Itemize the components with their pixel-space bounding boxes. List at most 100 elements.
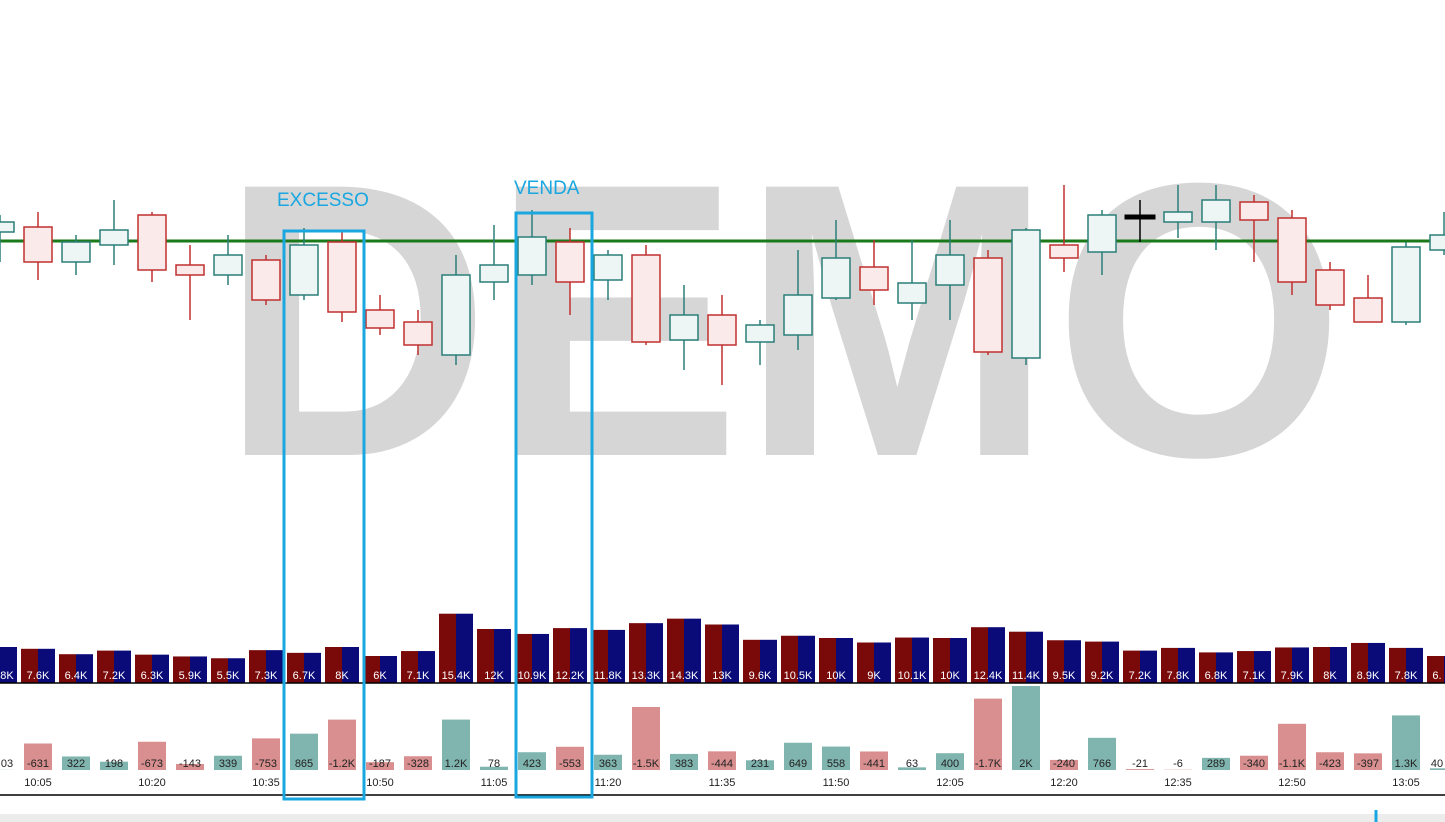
volume-label: 5.5K xyxy=(217,670,240,682)
volume-label: 5.9K xyxy=(179,670,202,682)
volume-bar xyxy=(1368,642,1385,683)
delta-label: -240 xyxy=(1053,758,1075,770)
delta-label: 40 xyxy=(1431,758,1443,770)
volume-bar xyxy=(1313,647,1330,683)
volume-bar xyxy=(1389,647,1406,683)
candle-body xyxy=(289,244,319,296)
delta-label: 231 xyxy=(751,758,769,770)
volume-bar xyxy=(722,624,739,683)
volume-bar xyxy=(667,618,684,683)
volume-bar xyxy=(1237,651,1254,683)
delta-label: 198 xyxy=(105,758,123,770)
delta-bar xyxy=(898,767,926,770)
annotation: VENDA xyxy=(514,178,580,199)
delta-label: -441 xyxy=(863,758,885,770)
candle-body xyxy=(1124,214,1156,220)
scrollbar[interactable] xyxy=(0,814,1445,822)
delta-bar xyxy=(214,755,242,770)
x-tick-label: 13:05 xyxy=(1392,777,1420,789)
candle-body xyxy=(669,314,699,341)
volume-bar xyxy=(97,650,114,683)
volume-bar xyxy=(743,639,760,683)
delta-label: -143 xyxy=(179,758,201,770)
volume-bar xyxy=(1292,647,1309,683)
delta-bar xyxy=(708,751,736,770)
delta-label: 400 xyxy=(941,758,959,770)
delta-label: -1.7K xyxy=(975,758,1002,770)
delta-bar xyxy=(670,753,698,770)
delta-label: 63 xyxy=(906,758,918,770)
volume-bar xyxy=(190,656,207,683)
candle-body xyxy=(1315,269,1345,306)
volume-bar xyxy=(608,629,625,683)
volume-bar xyxy=(114,650,131,683)
volume-label: 7.3K xyxy=(255,670,278,682)
watermark: DEMO xyxy=(220,102,1345,538)
volume-label: 10.9K xyxy=(518,670,547,682)
delta-label: -753 xyxy=(255,758,277,770)
volume-label: 12K xyxy=(484,670,504,682)
delta-label: 289 xyxy=(1207,758,1225,770)
delta-label: -21 xyxy=(1132,758,1148,770)
volume-bar xyxy=(705,624,722,683)
x-tick-label: 10:20 xyxy=(138,777,166,789)
candle-body xyxy=(821,257,851,299)
delta-bar xyxy=(442,719,470,770)
candle-body xyxy=(61,241,91,263)
volume-bar xyxy=(895,637,912,683)
candle-body xyxy=(783,294,813,336)
delta-label: -1.1K xyxy=(1279,758,1306,770)
x-tick-label: 12:50 xyxy=(1278,777,1306,789)
delta-bar xyxy=(480,766,508,770)
volume-bar xyxy=(1047,640,1064,683)
delta-bar xyxy=(518,752,546,770)
delta-label: 03 xyxy=(1,758,13,770)
volume-label: 10K xyxy=(826,670,846,682)
delta-label: -187 xyxy=(369,758,391,770)
delta-label: 383 xyxy=(675,758,693,770)
volume-label: 8K xyxy=(1323,670,1337,682)
delta-label: 423 xyxy=(523,758,541,770)
delta-label: -444 xyxy=(711,758,733,770)
delta-label: 339 xyxy=(219,758,237,770)
candle-body xyxy=(23,226,53,263)
delta-bar xyxy=(1240,755,1268,770)
candle-body xyxy=(99,229,129,246)
volume-bar xyxy=(0,647,17,683)
delta-bar xyxy=(1278,723,1306,770)
volume-bar xyxy=(781,635,798,683)
highlight-box xyxy=(282,229,366,801)
volume-bar xyxy=(1254,651,1271,683)
volume-bar xyxy=(401,651,418,683)
delta-label: 2K xyxy=(1019,758,1033,770)
candle-body xyxy=(935,254,965,286)
volume-bar xyxy=(477,629,494,683)
volume-label: 7.8K xyxy=(1395,670,1418,682)
volume-bar xyxy=(439,613,456,683)
candle-body xyxy=(745,324,775,343)
candle-body xyxy=(1011,229,1041,359)
volume-label: 7.6K xyxy=(27,670,50,682)
candle-body xyxy=(1353,297,1383,323)
delta-label: 558 xyxy=(827,758,845,770)
volume-label: 10.5K xyxy=(784,670,813,682)
volume-bar xyxy=(988,627,1005,683)
x-tick-label: 10:05 xyxy=(24,777,52,789)
delta-bar xyxy=(1012,686,1040,770)
candle-body xyxy=(441,274,471,356)
volume-label: 6.8K xyxy=(1205,670,1228,682)
volume-label: 6K xyxy=(373,670,387,682)
volume-bar xyxy=(1026,631,1043,683)
delta-bar xyxy=(366,762,394,770)
delta-bar xyxy=(1050,759,1078,770)
volume-label: 14.3K xyxy=(670,670,699,682)
delta-bar xyxy=(1392,715,1420,770)
volume-bar xyxy=(287,652,304,683)
candle-body xyxy=(1163,211,1193,223)
volume-label: 7.2K xyxy=(1129,670,1152,682)
volume-bar xyxy=(950,638,967,683)
delta-bar xyxy=(100,761,128,770)
volume-label: 10.1K xyxy=(898,670,927,682)
volume-bar xyxy=(570,628,587,683)
candle-body xyxy=(1201,199,1231,223)
